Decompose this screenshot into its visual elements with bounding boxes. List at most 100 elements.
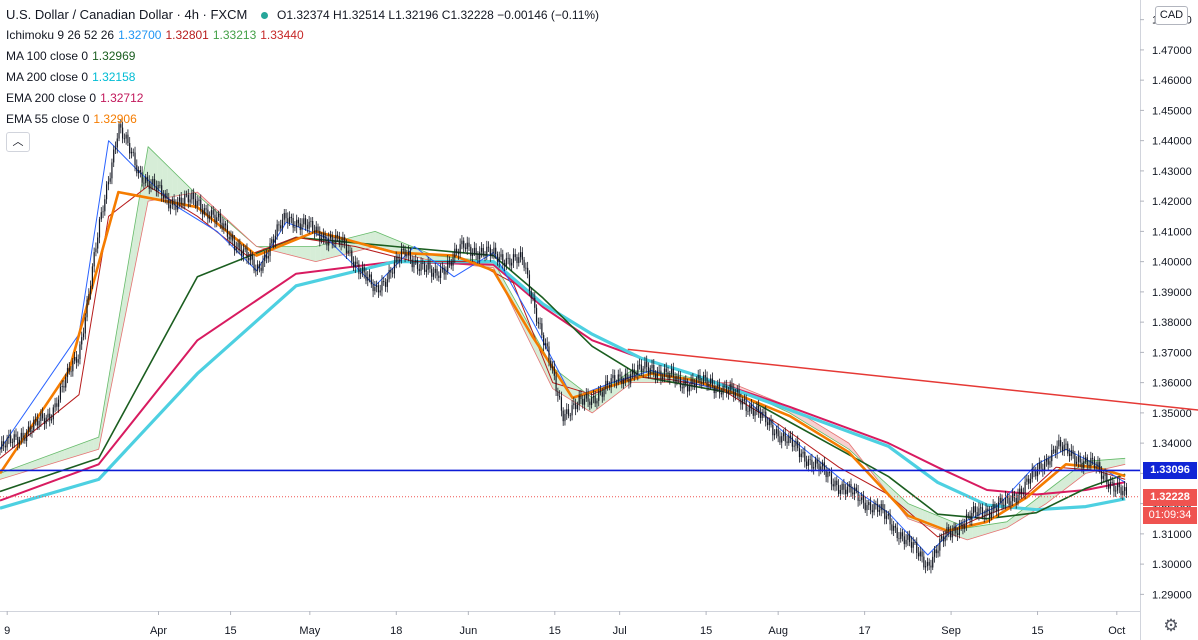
candle-body (45, 417, 47, 425)
candle-body (1060, 440, 1062, 447)
candle-body (972, 506, 975, 514)
indicator-value: 1.32158 (92, 70, 136, 84)
candle-body (724, 385, 726, 387)
candle-body (379, 290, 381, 293)
candle-body (729, 383, 731, 392)
candle-body (237, 242, 239, 248)
indicator-legend-row[interactable]: EMA 55 close 0 1.32906 (6, 109, 599, 130)
price-tick-label: 1.41000 (1152, 226, 1192, 238)
candle-body (859, 499, 861, 501)
ichimoku-cloud-segment (306, 246, 311, 261)
ichimoku-cloud-segment (49, 453, 55, 465)
candle-body (225, 223, 227, 226)
candle-body (8, 435, 10, 439)
candle-body (836, 480, 838, 486)
candle-body (216, 217, 218, 222)
candle-body (1006, 496, 1008, 498)
candle-body (1100, 469, 1103, 479)
currency-button[interactable]: CAD (1155, 6, 1188, 25)
indicator-legend-row[interactable]: MA 100 close 0 1.32969 (6, 46, 599, 67)
candle-body (10, 435, 12, 443)
candle-body (392, 272, 394, 274)
market-status-dot (260, 11, 268, 19)
ichimoku-cloud-segment (123, 262, 129, 326)
candle-body (889, 513, 891, 525)
candle-body (445, 271, 447, 275)
candle-body (1056, 446, 1058, 454)
candle-body (1049, 461, 1051, 465)
candle-body (265, 254, 268, 259)
gear-icon[interactable]: ⚙ (1163, 616, 1179, 635)
indicator-legend-row[interactable]: EMA 200 close 0 1.32712 (6, 88, 599, 109)
price-tick-label: 1.40000 (1152, 257, 1192, 269)
candle-body (267, 255, 269, 259)
candle-body (676, 376, 678, 383)
candle-body (361, 267, 364, 274)
candle-body (461, 240, 463, 245)
ichimoku-cloud-segment (148, 146, 153, 202)
indicator-legend-row[interactable]: MA 200 close 0 1.32158 (6, 67, 599, 88)
candle-body (246, 248, 248, 258)
collapse-legend-button[interactable]: ︿ (6, 132, 30, 152)
candle-body (1044, 461, 1046, 471)
price-tick-label: 1.29000 (1152, 589, 1192, 601)
candle-body (885, 515, 888, 519)
candle-body (612, 375, 614, 379)
candle-body (742, 399, 744, 405)
ichimoku-cloud-segment (350, 236, 356, 253)
candle-body (901, 532, 904, 537)
ichimoku-cloud-segment (24, 462, 30, 472)
candle-body (798, 448, 801, 458)
indicator-legend-row[interactable]: Ichimoku 9 26 52 26 1.32700 1.32801 1.33213… (6, 25, 599, 46)
candle-body (127, 134, 129, 144)
candle-body (463, 240, 465, 248)
candle-body (58, 399, 60, 407)
candle-body (861, 495, 863, 500)
ichimoku-cloud-segment (1041, 491, 1047, 507)
candle-body (610, 378, 612, 388)
time-tick-label: 17 (858, 625, 870, 637)
candle-body (759, 412, 761, 418)
candle-body (667, 371, 669, 379)
candle-body (443, 267, 445, 275)
candle-body (674, 376, 676, 383)
candle-body (800, 453, 802, 458)
candle-body (818, 463, 820, 471)
candle-body (107, 181, 109, 185)
candle-body (79, 344, 81, 360)
candle-body (884, 510, 886, 519)
candle-body (450, 261, 452, 266)
candle-body (869, 502, 872, 511)
candle-body (1088, 464, 1090, 467)
candle-body (1124, 487, 1126, 491)
indicator-line-ichimoku-span-a (0, 146, 1126, 529)
candle-body (637, 364, 639, 375)
candle-body (260, 267, 262, 271)
candle-body (1113, 482, 1115, 492)
candle-body (226, 225, 229, 237)
ichimoku-cloud-segment (360, 233, 366, 251)
candle-body (617, 374, 619, 383)
candle-body (274, 235, 276, 243)
candle-body (162, 195, 165, 199)
ichimoku-cloud-segment (98, 408, 104, 450)
time-tick-label: Jun (459, 625, 477, 637)
candle-body (583, 398, 586, 405)
candle-body (299, 223, 301, 230)
candle-body (978, 508, 980, 516)
ichimoku-cloud-segment (54, 451, 60, 463)
candle-body (239, 242, 241, 251)
candle-body (59, 386, 62, 400)
candle-body (65, 377, 67, 388)
candle-body (377, 285, 380, 293)
ichimoku-cloud-segment (69, 446, 74, 459)
candle-body (782, 433, 785, 437)
candle-body (955, 526, 957, 534)
candle-body (388, 270, 390, 280)
candle-body (248, 257, 250, 261)
candle-body (651, 364, 653, 369)
candle-body (54, 403, 56, 408)
candle-body (516, 257, 518, 264)
symbol-title[interactable]: U.S. Dollar / Canadian Dollar · 4h · FXC… (6, 7, 248, 22)
